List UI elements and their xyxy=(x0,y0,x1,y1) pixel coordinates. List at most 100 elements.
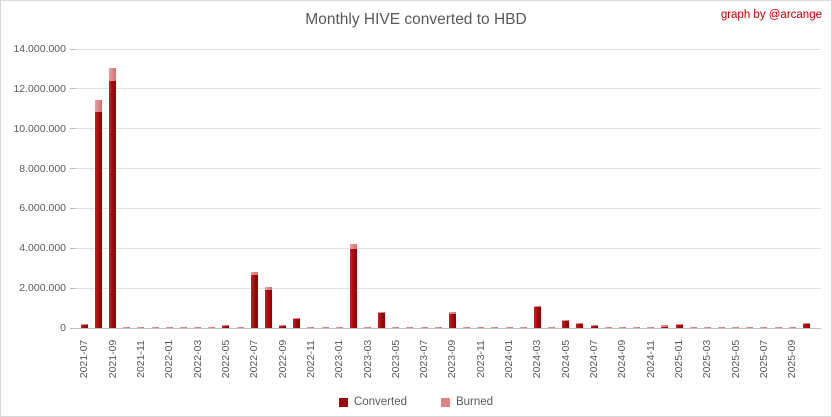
bar-2022-01 xyxy=(165,326,173,328)
bar-burned-segment xyxy=(448,312,456,315)
bar-burned-segment xyxy=(420,326,428,328)
bar-2024-01 xyxy=(505,326,513,328)
bar-burned-segment xyxy=(718,326,725,328)
bar-burned-segment xyxy=(165,326,173,328)
y-axis-label: 8.000.000 xyxy=(19,162,66,175)
bar-2022-09 xyxy=(279,324,287,328)
bar-converted-segment xyxy=(279,326,287,328)
bar-burned-segment xyxy=(505,326,513,328)
bar-burned-segment xyxy=(364,326,371,328)
bar-2022-12 xyxy=(321,326,329,328)
x-axis-label: 2022-01 xyxy=(163,339,176,379)
x-axis-label: 2025-05 xyxy=(729,339,742,379)
bar-2023-05 xyxy=(392,326,400,328)
x-axis-label: 2025-09 xyxy=(786,339,799,379)
bar-2024-08 xyxy=(604,326,612,328)
y-axis-label: 2.000.000 xyxy=(19,282,66,295)
x-axis-label: 2021-09 xyxy=(106,339,119,379)
bar-converted-segment xyxy=(250,275,258,328)
y-axis-tick xyxy=(70,168,76,170)
bar-burned-segment xyxy=(746,326,754,328)
y-axis-tick xyxy=(70,48,76,50)
legend-label-converted: Converted xyxy=(353,396,407,408)
bar-2024-10 xyxy=(633,326,641,328)
bar-converted-segment xyxy=(562,321,570,328)
bar-burned-segment xyxy=(293,317,301,320)
bar-burned-segment xyxy=(222,324,230,327)
bar-2024-11 xyxy=(647,326,655,328)
bar-burned-segment xyxy=(335,326,343,328)
x-axis-label: 2021-11 xyxy=(134,340,147,378)
bar-2024-03 xyxy=(533,305,541,328)
bar-burned-segment xyxy=(109,67,117,81)
bar-2025-08 xyxy=(774,326,782,328)
gridline xyxy=(76,48,821,50)
gridline xyxy=(76,247,821,249)
x-axis-labels: 2021-07 2021-09 2021-11 2022-01 2022-03 2022-… xyxy=(76,332,821,386)
bar-2023-01 xyxy=(335,326,343,328)
x-axis-label: 2023-01 xyxy=(333,339,346,379)
bar-converted-segment xyxy=(80,325,88,328)
bar-2021-08 xyxy=(94,99,102,328)
y-axis-tick xyxy=(70,128,76,130)
bar-2025-09 xyxy=(788,326,796,328)
x-axis-label: 2023-09 xyxy=(446,339,459,379)
bar-2024-04 xyxy=(548,326,556,328)
legend: Converted Burned xyxy=(1,396,831,408)
bar-burned-segment xyxy=(179,326,187,328)
bar-converted-segment xyxy=(590,326,598,328)
bar-2022-02 xyxy=(179,326,187,328)
bar-2022-07 xyxy=(250,272,258,328)
bar-burned-segment xyxy=(80,323,88,326)
bar-2021-09 xyxy=(109,67,117,328)
bar-2023-10 xyxy=(463,326,471,328)
bar-burned-segment xyxy=(548,326,556,328)
bar-2022-08 xyxy=(264,287,272,328)
bar-burned-segment xyxy=(689,326,697,328)
bar-burned-segment xyxy=(661,325,669,327)
bar-2025-06 xyxy=(746,326,754,328)
bar-2025-05 xyxy=(732,326,740,328)
gridline xyxy=(76,287,821,289)
bar-2023-07 xyxy=(420,326,428,328)
bar-converted-segment xyxy=(222,326,230,328)
y-axis-label: 0 xyxy=(60,322,66,334)
bar-burned-segment xyxy=(250,272,258,276)
bar-2022-05 xyxy=(222,324,230,328)
x-axis-label: 2024-03 xyxy=(531,339,544,379)
x-axis-label: 2024-05 xyxy=(559,339,572,379)
bar-converted-segment xyxy=(109,80,117,328)
burned-swatch-icon xyxy=(440,397,450,407)
bar-2025-01 xyxy=(675,323,683,328)
converted-swatch-icon xyxy=(338,397,348,407)
y-axis-labels: 0 2.000.000 4.000.000 6.000.000 8.000.000 10.… xyxy=(1,43,66,334)
bar-2025-10 xyxy=(802,322,810,328)
bar-2025-07 xyxy=(760,326,768,328)
bar-converted-segment xyxy=(264,289,272,328)
y-axis-label: 4.000.000 xyxy=(19,242,66,255)
legend-item-converted: Converted xyxy=(338,396,407,408)
gridline xyxy=(76,207,821,209)
bar-converted-segment xyxy=(349,248,357,328)
x-axis-label: 2023-03 xyxy=(361,339,374,379)
chart-title: Monthly HIVE converted to HBD xyxy=(305,11,527,28)
x-axis-label: 2025-01 xyxy=(673,339,686,379)
bar-burned-segment xyxy=(802,322,810,325)
legend-label-burned: Burned xyxy=(455,396,494,408)
bar-burned-segment xyxy=(576,322,584,325)
gridline xyxy=(76,88,821,90)
bar-converted-segment xyxy=(802,324,810,328)
y-axis-tick xyxy=(70,327,76,329)
bar-burned-segment xyxy=(477,326,485,328)
bar-burned-segment xyxy=(491,326,499,328)
bar-2022-10 xyxy=(293,317,301,328)
bar-burned-segment xyxy=(264,287,272,290)
bar-2023-03 xyxy=(364,326,371,328)
x-axis-label: 2021-07 xyxy=(78,339,91,379)
x-axis-label: 2025-03 xyxy=(701,339,714,379)
bar-2023-02 xyxy=(349,243,357,328)
bar-burned-segment xyxy=(732,326,740,328)
x-axis-label: 2024-07 xyxy=(588,339,601,379)
bar-burned-segment xyxy=(307,326,315,328)
